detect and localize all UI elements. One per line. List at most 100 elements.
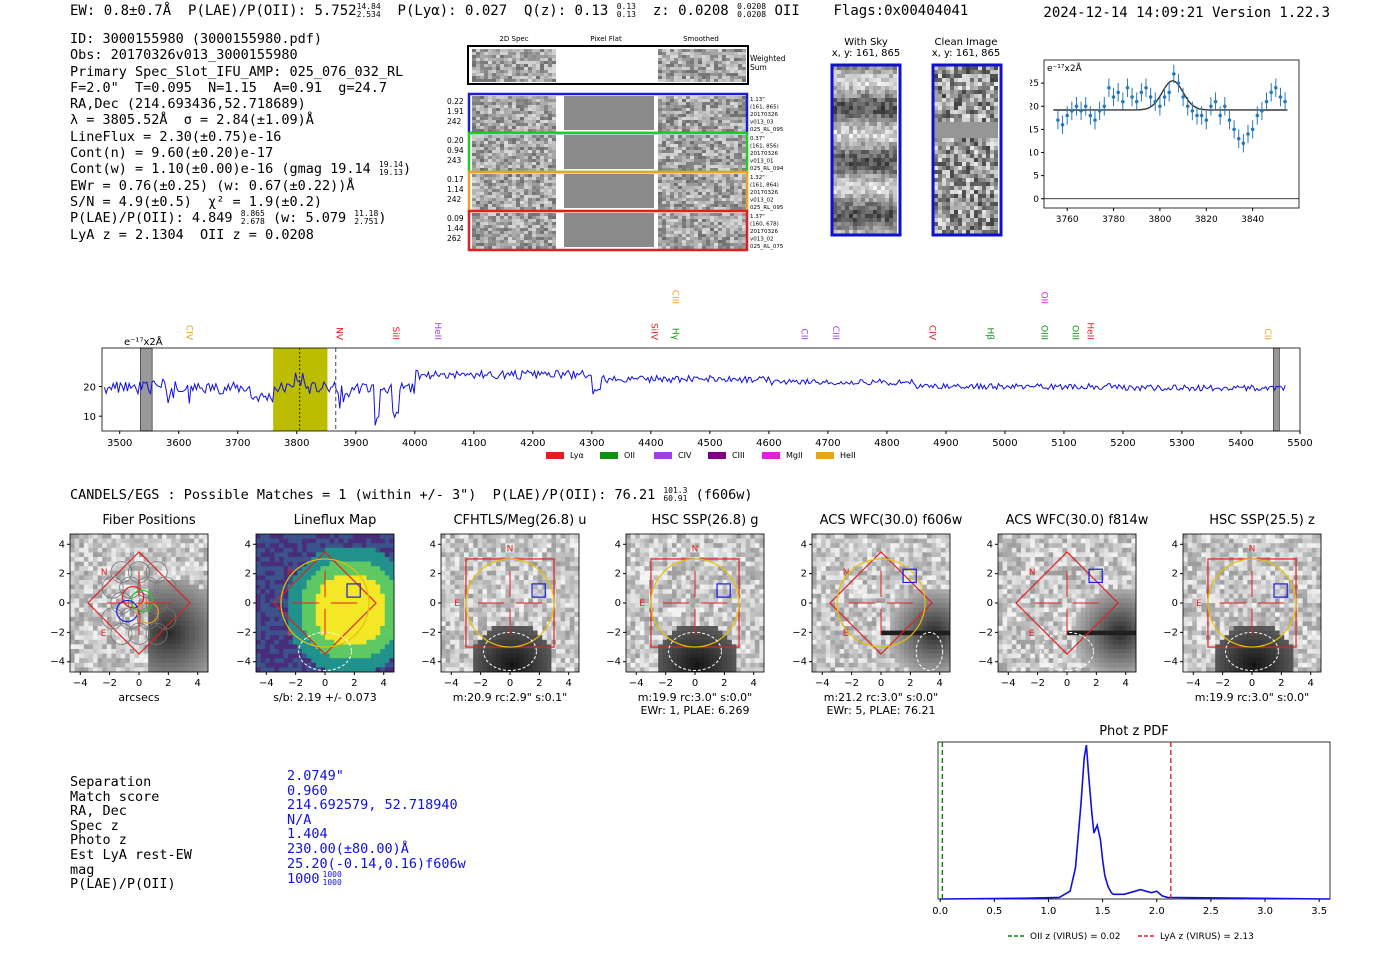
fiber-row-meta: 0.37" — [750, 136, 765, 142]
panel-xtick-label: 0 — [692, 678, 698, 689]
image-panel-title: ACS WFC(30.0) f814w — [1005, 513, 1149, 528]
fiber-row-stat: 242 — [447, 117, 462, 126]
panel-ytick-label: −4 — [421, 657, 436, 668]
pdf-xtick-label: 0.0 — [932, 906, 948, 917]
panel-ytick-label: 0 — [59, 598, 65, 609]
zoom-ytick-label: 10 — [1030, 149, 1039, 159]
panel-xtick-label: 4 — [751, 678, 757, 689]
zoom-data-point — [1074, 104, 1079, 109]
weighted-sum-label: Weighted — [750, 54, 786, 63]
catalog-ellipse — [915, 631, 944, 672]
zoom-data-point — [1070, 109, 1074, 113]
panel-xtick-label: −4 — [73, 678, 88, 689]
image-panel-title: HSC SSP(25.5) z — [1209, 513, 1315, 528]
panel-xtick-label: 4 — [1123, 678, 1129, 689]
zoom-data-point — [1130, 95, 1134, 99]
full-xtick-label: 4500 — [697, 438, 722, 449]
fiber-row-stat: 1.44 — [447, 224, 464, 233]
fiber-center-marker: + — [135, 599, 143, 609]
legend-label: CIV — [678, 451, 692, 460]
zoom-data-point — [1199, 113, 1204, 118]
panel-ytick-label: −4 — [236, 657, 251, 668]
fiber-row-meta: 1.32" — [750, 175, 765, 181]
clean-frame — [931, 63, 1003, 237]
zoom-data-point — [1116, 90, 1120, 95]
zoom-data-point — [1269, 90, 1273, 95]
zoom-ytick-label: 0 — [1033, 195, 1039, 205]
spectral-line-label: HeII — [1085, 322, 1095, 340]
full-xtick-label: 4900 — [933, 438, 958, 449]
pdf-xtick-label: 1.5 — [1095, 906, 1111, 917]
panel-xtick-label: −4 — [259, 678, 274, 689]
fiber-highlight-red — [121, 585, 145, 609]
compass-e: E — [1196, 599, 1202, 609]
match-value: 0.960 — [287, 782, 328, 799]
pdf-xtick-label: 2.0 — [1149, 906, 1165, 917]
image-panel-caption: EWr: 1, PLAE: 6.269 — [640, 704, 750, 717]
zoom-data-point — [1218, 113, 1222, 118]
weighted-sum-label: Sum — [750, 63, 767, 72]
zoom-axes-frame — [1043, 59, 1300, 209]
line-highlight-band — [273, 348, 328, 431]
panel-ytick-label: 0 — [1172, 598, 1178, 609]
image-pixels — [812, 534, 951, 673]
zoom-data-point — [1236, 136, 1241, 141]
image-pixels — [70, 534, 209, 673]
full-ytick-label: 20 — [83, 383, 96, 394]
fiber-row-meta: 20170326 — [750, 112, 778, 118]
fiber-smoothed — [658, 135, 746, 171]
panel-ytick-label: 2 — [430, 569, 436, 580]
counterpart-box — [716, 583, 731, 598]
image-pixels — [1183, 534, 1322, 673]
fiber-circle — [145, 561, 168, 584]
panel-ytick-label: −2 — [421, 627, 436, 638]
zoom-data-point — [1111, 95, 1116, 99]
match-value: 230.00(±80.00)Å — [287, 840, 409, 857]
image-pixels — [626, 534, 765, 673]
image-panel-caption: EWr: 5, PLAE: 76.21 — [826, 704, 936, 717]
panel-ytick-label: 0 — [245, 598, 251, 609]
panel-ytick-label: 2 — [1172, 569, 1178, 580]
full-xtick-label: 3500 — [107, 438, 132, 449]
spectral-line-label: CII — [798, 328, 808, 340]
legend-label: Lyα — [570, 451, 584, 460]
panel-xtick-label: −2 — [473, 678, 488, 689]
image-pixels — [256, 534, 395, 673]
zoom-data-point — [1056, 118, 1060, 122]
image-panel-title: Lineflux Map — [293, 513, 377, 528]
pdf-title: Phot z PDF — [1099, 724, 1169, 739]
fiber-row-meta: 20170326 — [750, 190, 778, 196]
zoom-data-point — [1158, 104, 1162, 109]
image-panel: N E −4 −4 −2 −2 0 0 2 2 4 4 — [236, 533, 395, 689]
fiber-col-header: 2D Spec — [499, 35, 528, 43]
zoom-data-point — [1250, 127, 1255, 132]
fiber-row-stat: 0.22 — [447, 97, 464, 106]
panel-xtick-label: −4 — [1186, 678, 1201, 689]
zoom-data-point — [1097, 109, 1102, 113]
image-panel-title: ACS WFC(30.0) f606w — [819, 513, 963, 528]
aperture-circle — [650, 558, 740, 648]
full-xtick-label: 3700 — [225, 438, 250, 449]
legend-swatch — [762, 452, 780, 459]
panel-xtick-label: 0 — [878, 678, 884, 689]
panel-ytick-label: 2 — [987, 569, 993, 580]
full-xtick-label: 5000 — [992, 438, 1017, 449]
info-lineflux: LineFlux = 2.30(±0.75)e-16 — [70, 128, 282, 145]
spectral-line-label: CIV — [926, 325, 936, 341]
zoom-data-point — [1079, 109, 1083, 113]
pdf-axes-frame — [937, 741, 1331, 900]
panel-xtick-label: 0 — [322, 678, 328, 689]
full-xtick-label: 3600 — [166, 438, 191, 449]
fiber-circle — [110, 561, 133, 584]
counterpart-box — [1273, 583, 1288, 598]
panel-xtick-label: −2 — [1215, 678, 1230, 689]
panel-ytick-label: 4 — [615, 539, 621, 550]
full-xtick-label: 4300 — [579, 438, 604, 449]
panel-xtick-label: −4 — [629, 678, 644, 689]
spectral-line-label: Hγ — [670, 328, 680, 341]
zoom-data-point — [1246, 132, 1250, 136]
panel-xtick-label: −4 — [1001, 678, 1016, 689]
sky-frame — [830, 63, 902, 237]
panel-xtick-label: 4 — [1308, 678, 1314, 689]
zoom-data-point — [1213, 99, 1218, 104]
